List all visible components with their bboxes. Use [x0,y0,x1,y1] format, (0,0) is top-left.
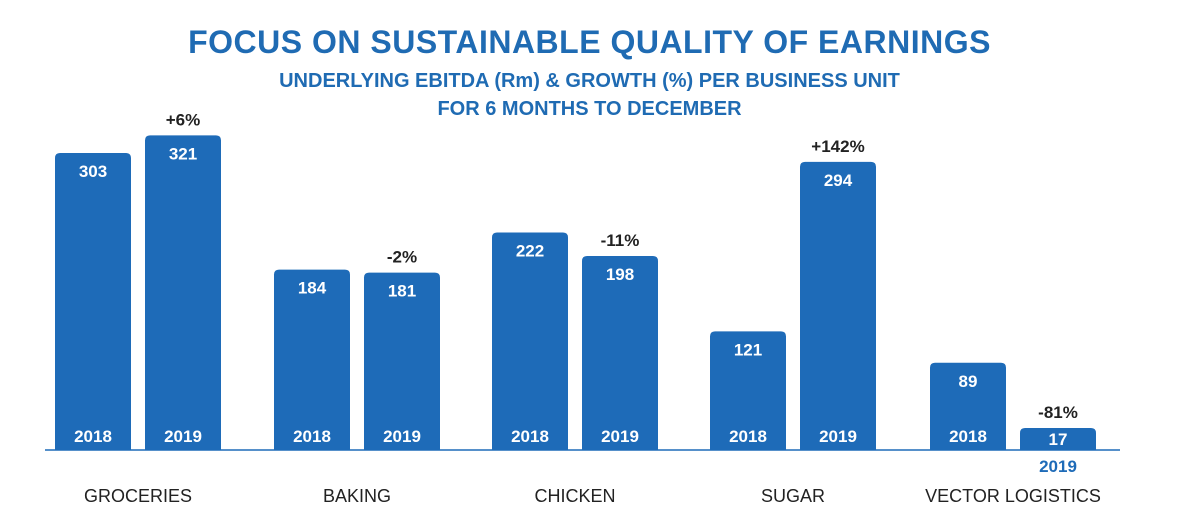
year-label-sugar-2018: 2018 [729,427,767,446]
value-label-sugar-2018: 121 [734,340,762,359]
bar-sugar-2019 [800,161,876,450]
year-label-sugar-2019: 2019 [819,427,857,446]
year-label-baking-2019: 2019 [383,427,421,446]
year-label-vector-logistics-2018: 2018 [949,427,987,446]
value-label-chicken-2018: 222 [516,241,544,260]
value-label-vector-logistics-2018: 89 [959,372,978,391]
bar-sugar-2018 [710,331,786,450]
value-label-groceries-2018: 303 [79,162,107,181]
year-label-groceries-2018: 2018 [74,427,112,446]
category-label-chicken: CHICKEN [534,486,615,506]
bar-vector-logistics-2019 [1020,428,1096,450]
bar-groceries-2018 [55,153,131,450]
bar-chicken-2019 [582,255,658,450]
growth-label-baking: -2% [387,248,417,267]
value-label-chicken-2019: 198 [606,265,634,284]
bar-chicken-2018 [492,232,568,450]
year-label-chicken-2018: 2018 [511,427,549,446]
chart-title: FOCUS ON SUSTAINABLE QUALITY OF EARNINGS [188,24,991,60]
category-label-baking: BAKING [323,486,391,506]
category-label-vector-logistics: VECTOR LOGISTICS [925,486,1101,506]
category-label-groceries: GROCERIES [84,486,192,506]
growth-label-vector-logistics: -81% [1038,403,1078,422]
bars-group: 303 2018 321 2019 +6% GROCERIES 184 2018 181 2019… [55,110,1101,506]
growth-label-chicken: -11% [601,231,640,250]
value-label-baking-2018: 184 [298,279,327,298]
bar-vector-logistics-2018 [930,362,1006,450]
year-label-chicken-2019: 2019 [601,427,639,446]
value-label-sugar-2019: 294 [824,171,853,190]
bar-baking-2019 [364,272,440,450]
category-label-sugar: SUGAR [761,486,825,506]
value-label-groceries-2019: 321 [169,144,197,163]
bar-groceries-2019 [145,135,221,451]
bar-baking-2018 [274,269,350,450]
growth-label-sugar: +142% [811,137,864,156]
chart-subtitle-line2: FOR 6 MONTHS TO DECEMBER [437,98,742,120]
growth-label-groceries: +6% [166,110,201,129]
value-label-vector-logistics-2019: 17 [1049,430,1068,449]
value-label-baking-2019: 181 [388,282,416,301]
year-label-baking-2018: 2018 [293,427,331,446]
year-label-groceries-2019: 2019 [164,427,202,446]
year-label-vector-logistics-2019: 2019 [1039,457,1077,476]
chart-subtitle-line1: UNDERLYING EBITDA (Rm) & GROWTH (%) PER … [279,70,900,92]
